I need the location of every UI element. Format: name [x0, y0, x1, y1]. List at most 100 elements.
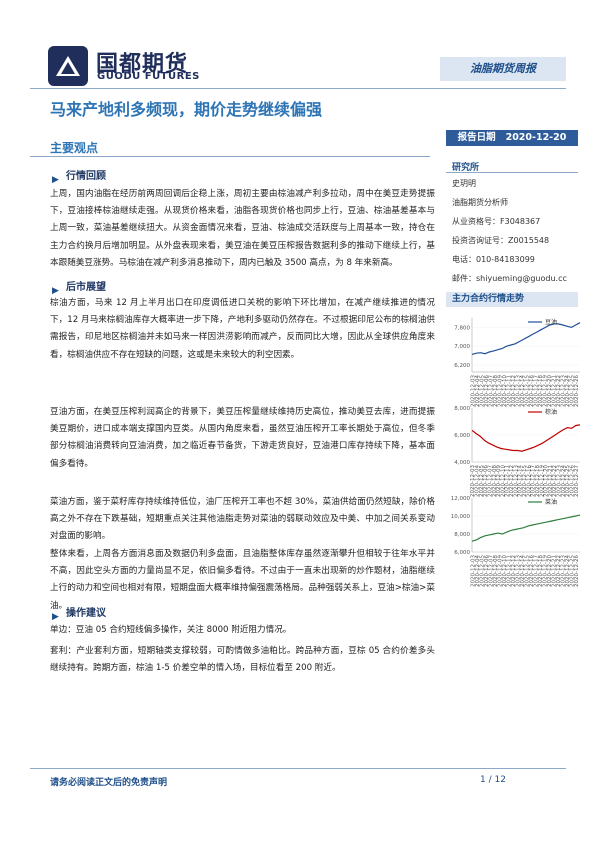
legend-label: 菜油	[545, 498, 557, 506]
disclaimer-notice: 请务必阅读正文后的免责声明	[50, 778, 168, 788]
y-tick-label: 6,000	[454, 550, 470, 556]
x-tick-label: 2020-12-06	[484, 555, 490, 587]
x-tick-label: 2020-12-14	[520, 555, 526, 587]
soybean-oil-chart: 6,2007,0007,8002020-12-032020-12-042020-…	[454, 318, 581, 407]
x-tick-label: 2020-12-06	[483, 465, 489, 497]
subheading-review: 行情回顾	[66, 171, 106, 182]
y-tick-label: 7,000	[454, 344, 470, 350]
consulting-license: 投资咨询证号：Z0015548	[452, 236, 550, 245]
bullet-icon: ▶	[52, 175, 59, 185]
series-line	[471, 322, 581, 355]
x-tick-label: 2020-12-08	[492, 465, 498, 497]
x-tick-label: 2020-12-09	[496, 465, 502, 497]
x-tick-label: 2020-12-20	[544, 465, 550, 497]
x-tick-label: 2020-12-12	[509, 465, 515, 497]
y-tick-label: 8,000	[454, 532, 470, 538]
x-tick-label: 2020-12-15	[522, 465, 528, 497]
x-tick-label: 2020-12-25	[565, 465, 571, 497]
x-tick-label: 2020-12-06	[484, 375, 490, 407]
y-tick-label: 12,000	[451, 496, 471, 502]
review-paragraph: 上周，国内油脂在经历前两周回调后企稳上涨，周初主要由棕油减产利多拉动，周中在美豆…	[50, 189, 435, 268]
x-tick-label: 2020-12-10	[500, 465, 506, 497]
x-tick-label: 2020-12-15	[524, 555, 530, 587]
x-tick-label: 2020-12-15	[524, 375, 530, 407]
x-tick-label: 2020-12-25	[569, 555, 575, 587]
x-tick-label: 2020-12-12	[511, 375, 517, 407]
x-tick-label: 2020-12-23	[557, 465, 563, 497]
x-tick-label: 2020-12-10	[502, 375, 508, 407]
rapeseed-oil-chart: 6,0008,00010,00012,0002020-12-032020-12-…	[451, 496, 581, 587]
x-tick-label: 2020-12-12	[511, 555, 517, 587]
x-tick-label: 2020-12-22	[556, 555, 562, 587]
x-tick-label: 2020-12-20	[547, 375, 553, 407]
analyst-name: 史玥明	[452, 179, 476, 188]
sidebar-divider	[446, 172, 578, 173]
x-tick-label: 2020-12-19	[539, 465, 545, 497]
legend-label: 豆油	[545, 318, 557, 326]
bullet-icon: ▶	[52, 286, 59, 296]
x-tick-label: 2020-12-14	[520, 375, 526, 407]
license-number: 从业资格号：F3048367	[452, 217, 541, 226]
x-tick-label: 2020-12-09	[497, 375, 503, 407]
logo-text-en: GUODU FUTURES	[97, 71, 200, 82]
x-tick-label: 2020-12-17	[533, 555, 539, 587]
y-tick-label: 10,000	[451, 514, 471, 520]
x-tick-label: 2020-12-23	[560, 555, 566, 587]
x-tick-label: 2020-12-11	[506, 555, 512, 587]
x-tick-label: 2020-12-08	[493, 375, 499, 407]
x-tick-label: 2020-12-20	[547, 555, 553, 587]
outlook-paragraph-rapeseed: 菜油方面，鉴于菜籽库存持续维持低位，油厂压榨开工率也不超 30%，菜油供给面仍然…	[50, 497, 435, 542]
x-tick-label: 2020-12-23	[560, 375, 566, 407]
x-tick-label: 2020-12-04	[474, 465, 480, 497]
x-tick-label: 2020-12-24	[565, 375, 571, 407]
x-tick-label: 2020-12-26	[574, 555, 580, 587]
y-tick-label: 7,800	[454, 325, 470, 331]
report-date: 报告日期 2020-12-20	[446, 130, 578, 146]
x-tick-label: 2020-12-24	[561, 465, 567, 497]
legend-label: 棕油	[545, 408, 557, 416]
x-tick-label: 2020-12-04	[475, 555, 481, 587]
y-tick-label: 4,000	[454, 460, 470, 466]
x-tick-label: 2020-12-25	[569, 375, 575, 407]
x-tick-label: 2020-12-21	[551, 555, 557, 587]
x-tick-label: 2020-12-13	[515, 555, 521, 587]
x-tick-label: 2020-12-05	[479, 375, 485, 407]
x-tick-label: 2020-12-21	[548, 465, 554, 497]
x-tick-label: 2020-12-09	[497, 555, 503, 587]
x-tick-label: 2020-12-26	[574, 375, 580, 407]
chart-section-title: 主力合约行情走势	[452, 294, 525, 304]
subheading-outlook: 后市展望	[66, 282, 106, 293]
x-tick-label: 2020-12-07	[488, 555, 494, 587]
x-tick-label: 2020-12-26	[570, 465, 576, 497]
phone-number: 电话：010-84183099	[452, 255, 535, 264]
x-tick-label: 2020-12-17	[531, 465, 537, 497]
outlook-paragraph-overall: 整体来看，上周各方面消息面及数据仍利多盘面，且油脂整体库存虽然逐渐攀升但相较于往…	[50, 549, 435, 611]
x-tick-label: 2020-12-05	[479, 465, 485, 497]
email-address[interactable]: 邮件：shiyueming@guodu.cc	[452, 274, 567, 283]
bullet-icon: ▶	[52, 612, 59, 622]
y-tick-label: 6,000	[454, 433, 470, 439]
x-tick-label: 2020-12-07	[488, 375, 494, 407]
x-tick-label: 2020-12-16	[526, 465, 532, 497]
report-date-label: 报告日期	[457, 132, 496, 143]
x-tick-label: 2020-12-21	[551, 375, 557, 407]
y-tick-label: 6,200	[454, 363, 470, 369]
report-date-value: 2020-12-20	[505, 132, 567, 143]
palm-oil-chart: 4,0006,0008,0002020-12-032020-12-042020-…	[454, 406, 581, 497]
report-date-box	[446, 130, 578, 146]
x-tick-label: 2020-12-18	[538, 375, 544, 407]
x-tick-label: 2020-12-13	[513, 465, 519, 497]
x-tick-label: 2020-12-10	[502, 555, 508, 587]
guodu-logo-icon	[48, 46, 88, 86]
x-tick-label: 2020-12-19	[542, 555, 548, 587]
y-tick-label: 8,000	[454, 406, 470, 412]
x-tick-label: 2020-12-11	[505, 465, 511, 497]
series-line	[471, 424, 581, 452]
analyst-role: 油脂期货分析师	[452, 198, 508, 207]
x-tick-label: 2020-12-16	[529, 375, 535, 407]
logo-text-cn: 国都期货	[96, 52, 189, 77]
x-tick-label: 2020-12-18	[535, 465, 541, 497]
x-tick-label: 2020-12-03	[470, 375, 476, 407]
x-tick-label: 2020-12-11	[506, 375, 512, 407]
x-tick-label: 2020-12-07	[487, 465, 493, 497]
